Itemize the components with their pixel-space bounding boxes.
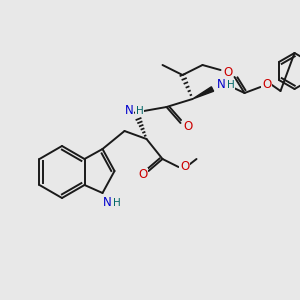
Text: H: H [136,106,143,116]
Text: O: O [223,65,232,79]
Polygon shape [193,87,214,99]
Text: O: O [183,119,192,133]
Text: O: O [138,169,147,182]
Text: H: H [112,198,120,208]
Text: N: N [217,79,226,92]
Text: N: N [125,104,134,118]
Text: O: O [262,77,271,91]
Text: H: H [226,80,234,90]
Text: N: N [103,196,112,209]
Text: O: O [180,160,189,172]
